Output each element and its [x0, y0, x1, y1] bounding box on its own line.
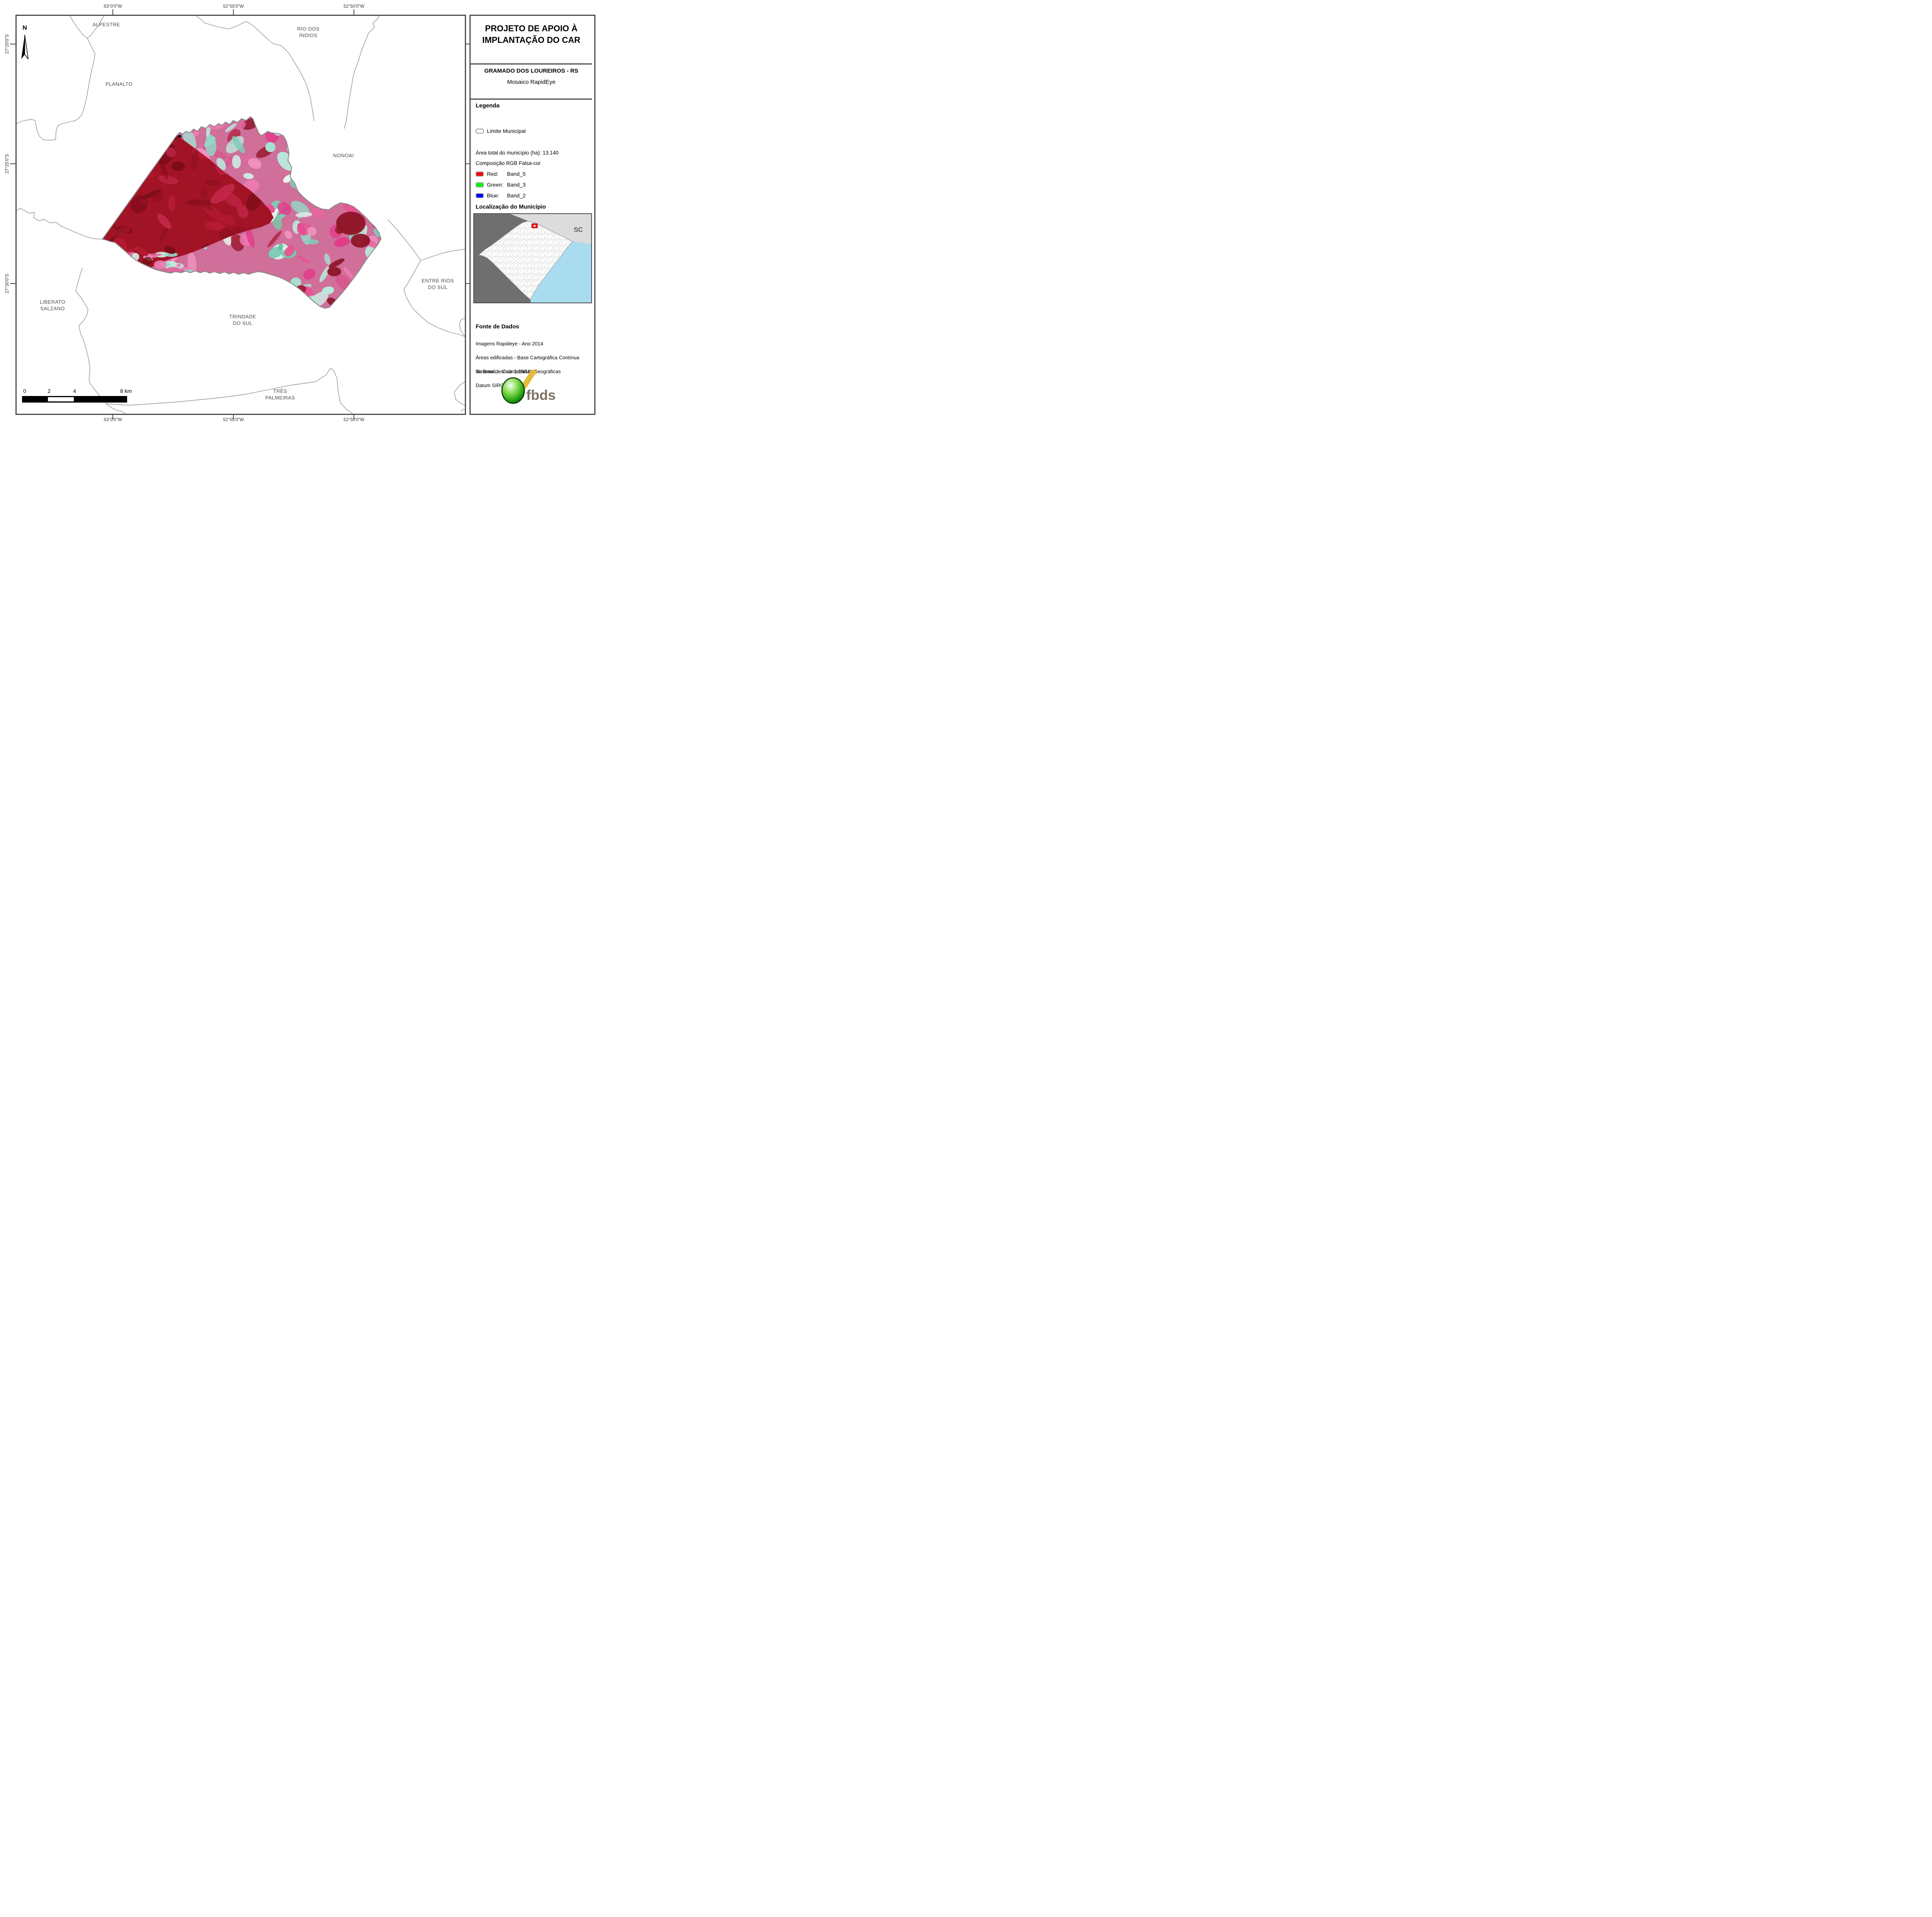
separator	[471, 99, 592, 100]
sc-state-label: SC	[574, 226, 583, 233]
place-label: TRINDADE DO SUL	[229, 314, 256, 326]
logo-yellow-bar	[521, 370, 537, 389]
area-total-line: Área total do município (ha): 13.140	[476, 150, 559, 156]
main-map[interactable]: N 0 2 4 8 km ALPESTRE RIO DOS ÍNDIOS PLANALTO N…	[15, 15, 466, 415]
fbds-logo: fbds	[501, 370, 556, 404]
map-layout-page: N 0 2 4 8 km ALPESTRE RIO DOS ÍNDIOS PLANALTO N…	[0, 0, 597, 422]
svg-text:52°55'0"W: 52°55'0"W	[223, 418, 244, 422]
svg-text:53°0'0"W: 53°0'0"W	[104, 4, 122, 9]
marker-center	[533, 225, 536, 227]
place-label: ALPESTRE	[92, 22, 120, 27]
svg-text:2: 2	[48, 388, 51, 394]
svg-text:8 km: 8 km	[120, 388, 132, 394]
inset-municipal-mesh	[479, 221, 572, 300]
product-name: Mosaico RapidEye	[507, 79, 556, 85]
inset-ocean	[531, 241, 591, 303]
place-label: PLANALTO	[105, 81, 133, 87]
svg-text:53°0'0"W: 53°0'0"W	[104, 418, 122, 422]
svg-text:52°55'0"W: 52°55'0"W	[223, 4, 244, 9]
page-title: PROJETO DE APOIO À IMPLANTAÇÃO DO CAR	[482, 24, 580, 45]
svg-text:0: 0	[23, 388, 26, 394]
map-canvas: N 0 2 4 8 km ALPESTRE RIO DOS ÍNDIOS PLANALTO N…	[17, 16, 465, 414]
band-label: Green: Band_3	[487, 182, 526, 188]
band-label: Blue: Band_2	[487, 192, 526, 199]
svg-text:4: 4	[73, 388, 76, 394]
place-label: TRÊS PALMEIRAS	[265, 388, 295, 401]
municipality-name: GRAMADO DOS LOUREIROS - RS	[484, 68, 578, 74]
limite-municipal-swatch	[476, 128, 484, 134]
svg-text:27°20'0"S: 27°20'0"S	[5, 34, 10, 54]
place-labels: ALPESTRE RIO DOS ÍNDIOS PLANALTO NONOAI ENTRE…	[40, 22, 454, 401]
location-heading: Localização do Município	[476, 204, 546, 210]
logo-green-sphere	[501, 377, 525, 404]
legend-item-label: Limite Municipal	[487, 128, 526, 134]
legend-heading: Legenda	[476, 102, 500, 109]
place-label: RIO DOS ÍNDIOS	[297, 26, 320, 38]
svg-text:27°25'0"S: 27°25'0"S	[5, 154, 10, 173]
svg-text:N: N	[22, 25, 27, 31]
red-band-swatch	[476, 171, 484, 177]
scale-bar: 0 2 4 8 km	[22, 388, 132, 403]
green-band-swatch	[476, 182, 484, 187]
legend-item-green-band: Green: Band_3	[476, 182, 526, 188]
municipal-boundary-lines	[17, 16, 465, 414]
source-lines: Imagens Rapideye - Ano 2014 Áreas edific…	[476, 341, 580, 374]
place-label: NONOAI	[333, 153, 354, 158]
location-inset-map[interactable]: SC	[473, 213, 592, 303]
svg-text:27°30'0"S: 27°30'0"S	[5, 274, 10, 293]
svg-text:52°50'0"W: 52°50'0"W	[344, 418, 364, 422]
legend-item-blue-band: Blue: Band_2	[476, 192, 526, 199]
place-label: ENTRE RIOS DO SUL	[422, 278, 454, 290]
separator	[471, 63, 592, 65]
layout-info-panel: PROJETO DE APOIO À IMPLANTAÇÃO DO CAR GR…	[469, 15, 595, 415]
svg-text:52°50'0"W: 52°50'0"W	[344, 4, 364, 9]
source-heading: Fonte de Dados	[476, 323, 519, 330]
legend-item-red-band: Red: Band_5	[476, 171, 526, 177]
north-arrow-icon: N	[21, 25, 29, 59]
legend-item-limite[interactable]: Limite Municipal	[476, 128, 526, 134]
logo-text: fbds	[526, 387, 556, 403]
rgb-heading: Composição RGB Falsa-cor	[476, 160, 541, 166]
place-label: LIBERATO SALZANO	[40, 299, 65, 311]
rapideye-raster	[102, 116, 382, 309]
band-label: Red: Band_5	[487, 171, 526, 177]
blue-band-swatch	[476, 193, 484, 198]
